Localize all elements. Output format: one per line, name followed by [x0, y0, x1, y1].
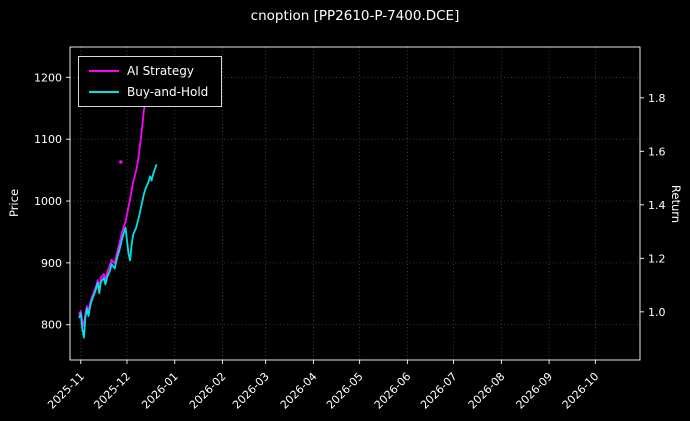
series-marker: [119, 160, 123, 164]
left-tick-label: 1200: [34, 71, 62, 84]
y-axis-label-return: Return: [669, 184, 683, 224]
left-tick-label: 800: [41, 319, 62, 332]
x-tick-label: 2026-10: [560, 370, 602, 412]
x-tick-label: 2026-08: [466, 370, 508, 412]
legend: AI Strategy Buy-and-Hold: [78, 56, 223, 107]
left-tick-label: 1100: [34, 133, 62, 146]
x-tick-label: 2026-04: [278, 370, 320, 412]
right-tick-label: 1.8: [648, 92, 666, 105]
x-tick-label: 2026-03: [230, 370, 272, 412]
legend-label-buy-and-hold: Buy-and-Hold: [127, 85, 209, 99]
x-tick-label: 2025-11: [45, 370, 87, 412]
right-tick-label: 1.6: [648, 145, 666, 158]
x-tick-label: 2026-06: [372, 370, 414, 412]
legend-item-buy-and-hold: Buy-and-Hold: [89, 85, 208, 99]
left-tick-label: 900: [41, 257, 62, 270]
axes-border: [69, 46, 641, 361]
legend-label-ai-strategy: AI Strategy: [127, 64, 194, 78]
x-tick-label: 2026-07: [418, 370, 460, 412]
right-tick-label: 1.0: [648, 306, 666, 319]
legend-item-ai-strategy: AI Strategy: [89, 64, 208, 78]
x-tick-label: 2026-01: [139, 370, 181, 412]
x-tick-label: 2025-12: [91, 370, 133, 412]
series-line-buy-and-hold: [78, 164, 158, 339]
right-tick-label: 1.4: [648, 199, 666, 212]
right-tick-label: 1.2: [648, 252, 666, 265]
x-tick-label: 2026-05: [324, 370, 366, 412]
left-tick-label: 1000: [34, 195, 62, 208]
y-axis-label-price: Price: [7, 188, 21, 218]
series-line-ai-strategy: [78, 93, 148, 327]
x-tick-label: 2026-02: [187, 370, 229, 412]
legend-swatch-buy-and-hold: [89, 91, 119, 93]
x-tick-label: 2026-09: [514, 370, 556, 412]
legend-swatch-ai-strategy: [89, 70, 119, 72]
chart-title: cnoption [PP2610-P-7400.DCE]: [250, 8, 460, 24]
